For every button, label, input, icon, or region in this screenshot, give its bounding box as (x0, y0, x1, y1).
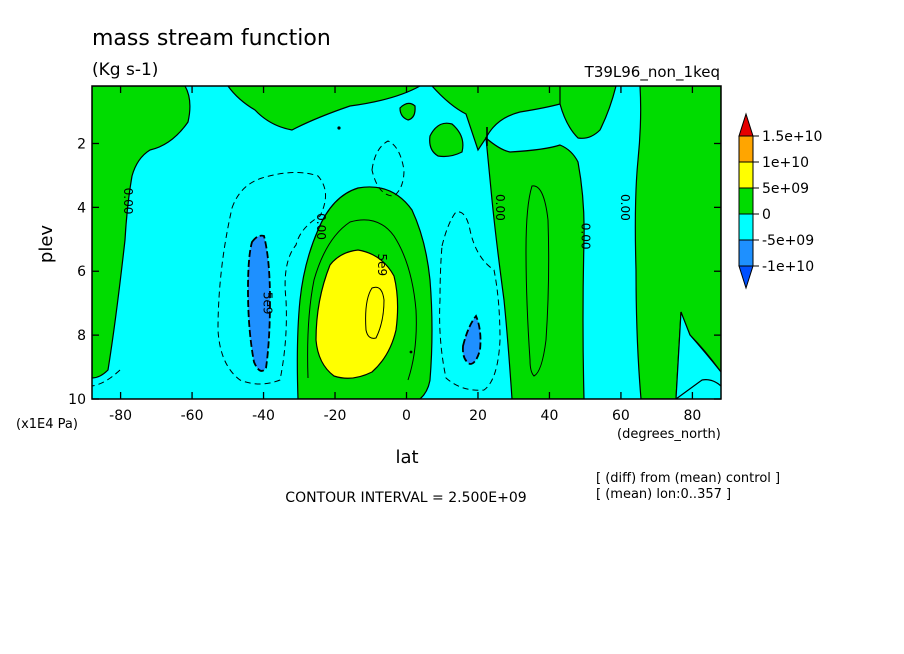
region-green-left (92, 86, 191, 379)
contour-label-6: 5e9 (375, 254, 389, 277)
x-tick-label-7: 60 (612, 408, 630, 424)
y-axis: 2 4 6 8 10 (68, 136, 721, 408)
chart-units: (Kg s-1) (92, 60, 158, 80)
contour-label-4: 0.00 (618, 194, 632, 221)
contour-field (92, 86, 721, 399)
x-tick-label-6: 40 (541, 408, 559, 424)
colorbar: 1.5e+10 1e+10 5e+09 0 -5e+09 -1e+10 (738, 112, 822, 290)
region-blue-right (461, 314, 482, 365)
contour-label-3: 0.00 (579, 223, 593, 250)
region-yellow-center (315, 249, 399, 379)
y-tick-label-2: 6 (77, 264, 86, 280)
x-units-label: (degrees_north) (617, 427, 721, 442)
colorbar-label-4: -5e+09 (762, 233, 814, 249)
colorbar-label-3: 0 (762, 207, 771, 223)
region-green-top (227, 86, 422, 131)
contour-labels: 0.00 0.00 0.00 0.00 0.00 5e9 5e9 (121, 188, 632, 315)
note-mean-lon: [ (mean) lon:0..357 ] (596, 487, 731, 502)
positive-contours (307, 185, 550, 381)
colorbar-label-0: 1.5e+10 (762, 129, 822, 145)
x-axis: -80 -60 -40 -20 0 20 40 60 80 (109, 86, 701, 424)
y-units-label: (x1E4 Pa) (16, 417, 78, 432)
colorbar-segment-3 (738, 187, 754, 215)
y-axis-title: plev (36, 225, 57, 264)
x-tick-label-5: 20 (469, 408, 487, 424)
contour-interval-label: CONTOUR INTERVAL = 2.500E+09 (285, 490, 526, 506)
colorbar-bottom-arrow (738, 265, 754, 290)
y-tick-label-3: 8 (77, 328, 86, 344)
region-green-right2 (559, 86, 617, 139)
x-tick-label-0: -80 (109, 408, 132, 424)
region-green-bit2 (429, 122, 464, 158)
contour-label-0: 0.00 (121, 188, 135, 215)
contour-label-2: 0.00 (493, 194, 507, 221)
colorbar-label-2: 5e+09 (762, 181, 809, 197)
negative-contours (92, 140, 501, 391)
region-cyan-80n (675, 311, 721, 399)
x-tick-label-1: -60 (181, 408, 204, 424)
region-blue-left (247, 234, 271, 372)
region-green-right1 (485, 136, 585, 399)
contour-label-1: 0.00 (314, 213, 328, 240)
experiment-label: T39L96_non_1keq (584, 63, 720, 82)
y-tick-label-1: 4 (77, 200, 86, 216)
note-diff: [ (diff) from (mean) control ] (596, 471, 780, 486)
region-green-bit1 (399, 102, 416, 121)
x-tick-label-4: 0 (402, 408, 411, 424)
y-tick-label-0: 2 (77, 136, 86, 152)
colorbar-top-arrow (738, 112, 754, 137)
chart-title: mass stream function (92, 26, 331, 51)
colorbar-segment-5 (738, 239, 754, 267)
y-tick-label-4: 10 (68, 392, 86, 408)
colorbar-segment-2 (738, 161, 754, 189)
colorbar-label-5: -1e+10 (762, 259, 814, 275)
x-tick-label-3: -20 (324, 408, 347, 424)
x-tick-label-8: 80 (683, 408, 701, 424)
contour-label-5: 5e9 (261, 292, 275, 315)
colorbar-segment-1 (738, 135, 754, 163)
x-axis-title: lat (395, 447, 418, 468)
x-tick-label-2: -40 (252, 408, 275, 424)
colorbar-label-1: 1e+10 (762, 155, 809, 171)
colorbar-segment-4 (738, 213, 754, 241)
